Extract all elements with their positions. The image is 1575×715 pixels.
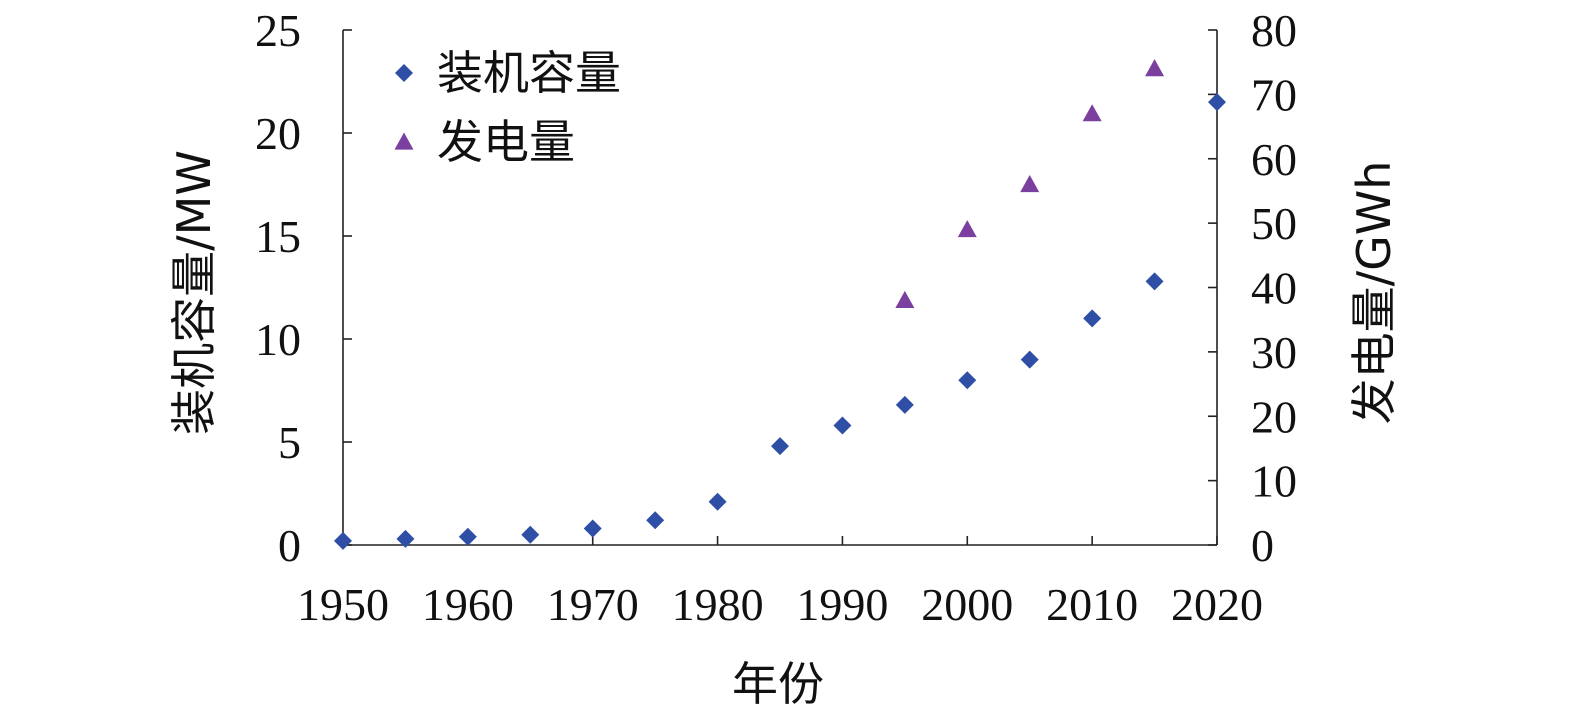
- capacity-point: [708, 492, 727, 511]
- generation-point: [1020, 175, 1040, 193]
- legend-item-1: 装机容量: [395, 46, 621, 100]
- y-right-tick-label: 20: [1251, 391, 1297, 442]
- x-tick-label: 1990: [796, 579, 888, 630]
- y-left-tick-label: 10: [255, 314, 301, 365]
- y-right-tick-label: 80: [1251, 5, 1297, 56]
- capacity-point: [646, 511, 665, 530]
- capacity-point: [458, 527, 477, 546]
- capacity-point: [895, 395, 914, 414]
- x-tick-label: 2000: [921, 579, 1013, 630]
- x-tick-label: 1980: [672, 579, 764, 630]
- y-left-tick-label: 20: [255, 108, 301, 159]
- x-tick-label: 1960: [422, 579, 514, 630]
- capacity-point: [1020, 350, 1039, 369]
- capacity-point: [334, 531, 352, 550]
- capacity-point: [396, 529, 415, 548]
- data-marks: [334, 59, 1226, 550]
- y-right-tick-label: 0: [1251, 520, 1274, 571]
- y-left-tick-label: 0: [278, 520, 301, 571]
- capacity-point: [1083, 309, 1102, 328]
- legend-label: 发电量: [437, 115, 575, 169]
- capacity-point: [1208, 93, 1226, 112]
- generation-point: [895, 290, 915, 308]
- generation-point: [1145, 59, 1165, 77]
- capacity-point: [1145, 272, 1164, 291]
- x-tick-label: 2020: [1171, 579, 1263, 630]
- x-axis-label: 年份: [732, 657, 824, 711]
- x-tick-label: 1950: [297, 579, 389, 630]
- y-axis-left-label: 装机容量/MW: [167, 150, 221, 435]
- y-left-tick-label: 15: [255, 211, 301, 262]
- tick-labels: 1950 1960 1970 1980 1990 2000 2010 202005101520…: [255, 5, 1297, 630]
- series-2: [895, 59, 1165, 308]
- legend-label: 装机容量: [437, 46, 621, 100]
- generation-point: [1082, 104, 1102, 122]
- x-tick-label: 1970: [547, 579, 639, 630]
- generation-point: [957, 220, 977, 238]
- axes: [342, 29, 1218, 546]
- series-1: [334, 93, 1226, 550]
- capacity-point: [833, 416, 852, 435]
- y-right-tick-label: 50: [1251, 198, 1297, 249]
- y-left-tick-label: 5: [278, 417, 301, 468]
- legend-item-2: 发电量: [394, 115, 575, 169]
- y-axis-right-label: 发电量/GWh: [1347, 161, 1401, 425]
- y-right-tick-label: 70: [1251, 69, 1297, 120]
- y-right-tick-label: 60: [1251, 134, 1297, 185]
- capacity-point: [583, 519, 602, 538]
- capacity-point: [771, 437, 789, 456]
- x-tick-label: 2010: [1046, 579, 1138, 630]
- capacity-point: [521, 525, 540, 544]
- y-right-tick-label: 10: [1251, 456, 1297, 507]
- legend-marker: [395, 64, 413, 82]
- y-left-tick-label: 25: [255, 5, 301, 56]
- legend-marker: [394, 132, 414, 150]
- y-right-tick-label: 30: [1251, 327, 1297, 378]
- capacity-point: [958, 371, 977, 390]
- y-right-tick-label: 40: [1251, 263, 1297, 314]
